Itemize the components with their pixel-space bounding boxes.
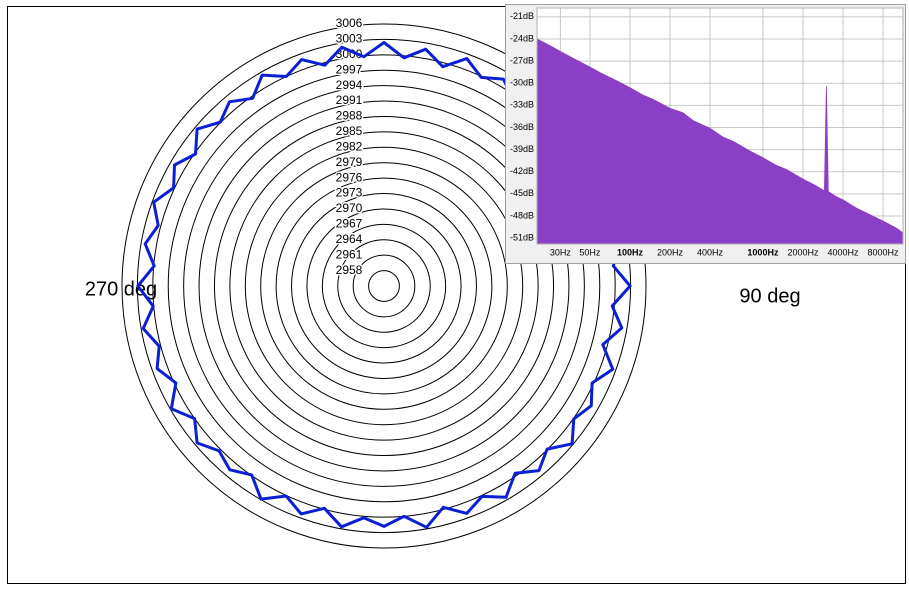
x-tick-label: 1000Hz	[747, 247, 779, 257]
ring	[229, 131, 539, 441]
ring	[244, 146, 524, 426]
y-tick-label: -33dB	[510, 100, 534, 110]
ring	[337, 239, 431, 333]
ring	[321, 223, 447, 349]
ring	[260, 162, 508, 410]
r-tick-label: 3006	[336, 16, 363, 30]
y-tick-label: -48dB	[510, 210, 534, 220]
ring	[291, 193, 477, 379]
x-tick-label: 4000Hz	[828, 247, 860, 257]
r-tick-label: 2982	[336, 139, 363, 153]
x-tick-label: 50Hz	[579, 247, 601, 257]
r-tick-label: 2958	[336, 263, 363, 277]
y-tick-label: -42dB	[510, 166, 534, 176]
ring	[152, 54, 616, 518]
r-tick-label: 2961	[336, 247, 363, 261]
ring	[183, 85, 585, 487]
spectrum-chart: -21dB -24dB -27dB -30dB -33dB -36dB -39dB -42dB…	[505, 4, 906, 264]
ring	[121, 23, 647, 549]
x-tick-label: 200Hz	[657, 247, 684, 257]
x-tick-label: 2000Hz	[787, 247, 819, 257]
x-tick-label: 8000Hz	[868, 247, 900, 257]
x-tick-label: 30Hz	[550, 247, 572, 257]
r-tick-label: 2973	[336, 186, 363, 200]
y-tick-label: -27dB	[510, 55, 534, 65]
y-tick-label: -45dB	[510, 188, 534, 198]
plot-border	[536, 7, 904, 245]
y-tick-label: -21dB	[510, 11, 534, 21]
ring	[306, 208, 462, 364]
r-tick-label: 2988	[336, 109, 363, 123]
y-tick-label: -36dB	[510, 122, 534, 132]
ring	[368, 270, 400, 302]
r-tick-label: 2967	[336, 217, 363, 231]
r-tick-label: 2979	[336, 155, 363, 169]
y-tick-label: -39dB	[510, 144, 534, 154]
ring	[198, 100, 570, 472]
r-tick-label: 2991	[336, 93, 363, 107]
ring	[213, 115, 555, 457]
x-tick-label: 400Hz	[697, 247, 724, 257]
r-tick-label: 2970	[336, 201, 363, 215]
x-tick-label: 100Hz	[617, 247, 644, 257]
r-tick-label: 2985	[336, 124, 363, 138]
r-tick-label: 2964	[336, 232, 363, 246]
theta-tick-label: 90 deg	[739, 285, 800, 307]
y-tick-label: -30dB	[510, 78, 534, 88]
ring	[167, 69, 601, 503]
r-tick-label: 3000	[336, 47, 363, 61]
r-tick-label: 2994	[336, 78, 363, 92]
r-tick-label: 2976	[336, 170, 363, 184]
ring	[352, 254, 416, 318]
ring	[275, 177, 493, 395]
y-tick-label: -51dB	[510, 232, 534, 242]
y-tick-label: -24dB	[510, 33, 534, 43]
r-tick-label: 2997	[336, 62, 363, 76]
r-tick-label: 3003	[336, 32, 363, 46]
spectrum-area	[536, 38, 904, 245]
